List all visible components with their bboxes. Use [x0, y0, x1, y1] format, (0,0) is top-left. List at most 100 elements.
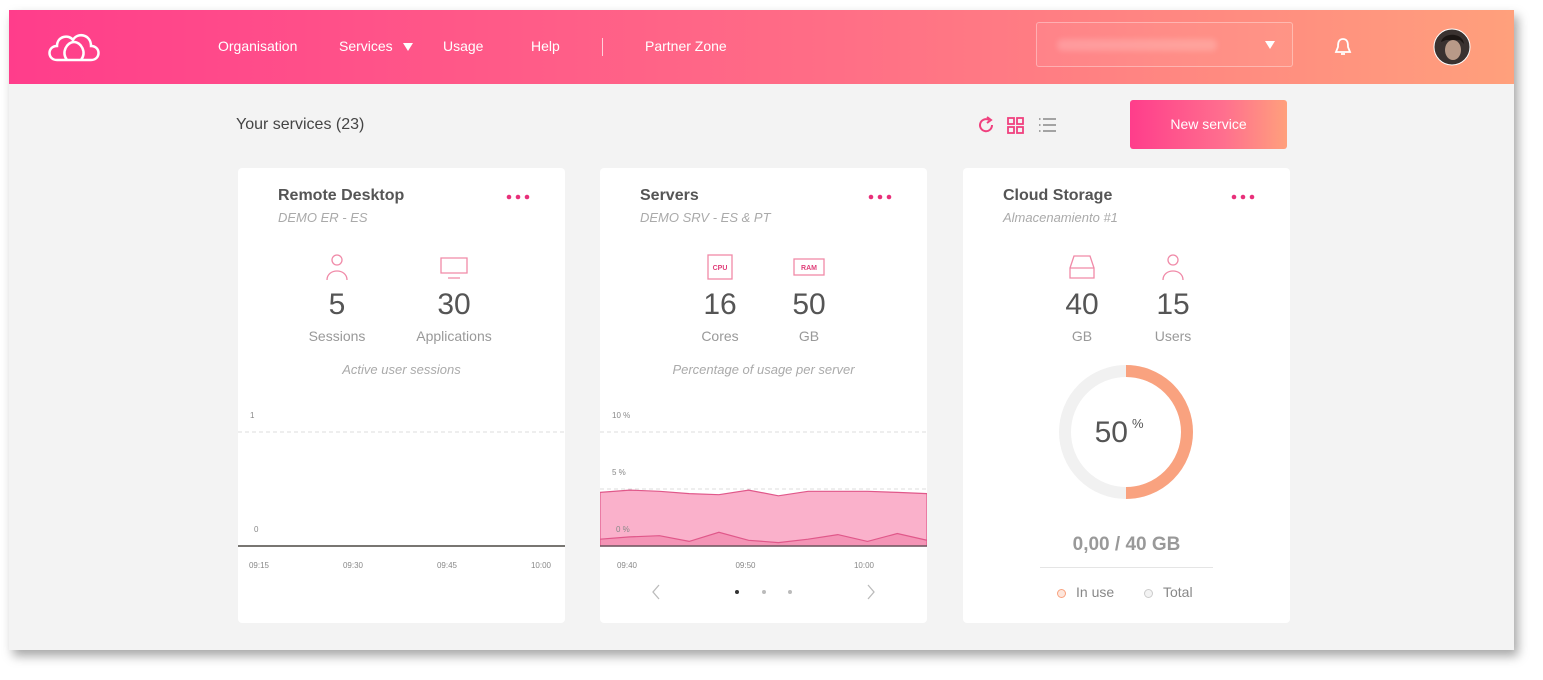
more-button[interactable]	[1231, 193, 1255, 201]
list-view-button[interactable]	[1039, 118, 1056, 132]
stat-value: 30	[437, 288, 471, 321]
storage-usage: 0,00 / 40 GB	[1072, 534, 1181, 555]
dot	[1240, 194, 1246, 200]
stat-label: Sessions	[308, 328, 366, 344]
app-window: Organisation Services Usage Help Partner…	[9, 10, 1514, 650]
pagination	[652, 584, 875, 600]
legend-swatch	[1144, 589, 1153, 598]
dot	[886, 194, 892, 200]
dropdown-caret	[403, 43, 413, 51]
card-subtitle: Almacenamiento #1	[1003, 210, 1118, 225]
blurred-text	[1057, 39, 1217, 51]
x-tick-label: 10:00	[531, 561, 552, 570]
stat-icon	[1069, 255, 1095, 279]
stat-label: GB	[798, 328, 820, 344]
new-service-button[interactable]: New service	[1130, 100, 1287, 149]
service-card: Cloud Storage Almacenamiento #1 40 GB 15 User…	[963, 168, 1290, 623]
dot	[524, 194, 530, 200]
header: Organisation Services Usage Help Partner…	[9, 10, 1514, 84]
card-subtitle: DEMO ER - ES	[278, 210, 368, 225]
page-dot[interactable]	[788, 590, 792, 594]
nav-link[interactable]: Services	[339, 38, 393, 54]
divider	[1040, 567, 1213, 568]
usage-chart: 10 % 5 % 0 % 09:40 09:50 10:00	[600, 411, 927, 570]
view-controls	[979, 116, 1056, 134]
account-select[interactable]	[1036, 22, 1293, 67]
grid-view-button[interactable]	[1007, 117, 1024, 134]
usage-chart: 1 0 09:15 09:30 09:45 10:00	[238, 411, 565, 570]
donut-arc	[1125, 365, 1193, 499]
legend-label: In use	[1076, 584, 1115, 600]
stat-value: 16	[703, 288, 737, 321]
chip	[707, 254, 733, 280]
legend-swatch	[1057, 589, 1066, 598]
y-tick-label: 0	[254, 525, 259, 534]
y-tick-label: 1	[250, 411, 255, 420]
prev-button[interactable]	[652, 584, 660, 600]
dropdown-caret	[1265, 41, 1275, 49]
monitor	[440, 257, 468, 279]
chart-caption: Active user sessions	[342, 362, 461, 377]
drive	[1069, 255, 1095, 279]
x-tick-label: 09:40	[617, 561, 638, 570]
service-card: Servers DEMO SRV - ES & PT CPU 16 Cores RAM 50…	[600, 168, 927, 623]
more-button[interactable]	[868, 193, 892, 201]
nav-link[interactable]: Help	[531, 38, 560, 54]
stat-label: GB	[1071, 328, 1093, 344]
nav-link[interactable]: Usage	[443, 38, 484, 54]
next-button[interactable]	[867, 584, 875, 600]
usage-area	[600, 489, 927, 547]
stat-icon	[326, 254, 348, 281]
x-tick-label: 09:45	[437, 561, 458, 570]
user-head	[331, 254, 343, 266]
card-title: Remote Desktop	[278, 187, 405, 204]
storage-donut: 50%	[1059, 365, 1193, 499]
stat-label: Cores	[701, 328, 739, 344]
chip-label: RAM	[801, 265, 817, 272]
stat-icon: CPU	[707, 254, 733, 280]
dot	[1249, 194, 1255, 200]
page-dot[interactable]	[762, 590, 766, 594]
avatar[interactable]	[1433, 28, 1471, 66]
nav-link[interactable]: Organisation	[218, 38, 298, 54]
stat-label: Applications	[416, 328, 492, 344]
chip	[793, 258, 825, 276]
more-button[interactable]	[506, 193, 530, 201]
card-title: Cloud Storage	[1003, 187, 1113, 204]
card-subtitle: DEMO SRV - ES & PT	[640, 210, 771, 225]
services-title: Your services (23)	[236, 116, 365, 133]
stat-icon	[440, 257, 468, 279]
stat-icon	[1162, 254, 1184, 281]
y-tick-label: 10 %	[612, 411, 630, 420]
x-tick-label: 10:00	[854, 561, 875, 570]
separator	[602, 38, 603, 56]
chip-label: CPU	[713, 265, 728, 272]
stat-value: 50	[792, 288, 826, 321]
legend-label: Total	[1163, 584, 1193, 600]
stat-value: 15	[1156, 288, 1190, 321]
donut-value: 50	[1095, 416, 1128, 449]
dot	[1231, 194, 1237, 200]
y-tick-label: 0 %	[616, 525, 630, 534]
notifications[interactable]	[1334, 37, 1352, 57]
x-tick-label: 09:30	[343, 561, 364, 570]
page-dot[interactable]	[735, 590, 739, 594]
x-tick-label: 09:15	[249, 561, 270, 570]
user-head	[1167, 254, 1179, 266]
x-tick-label: 09:50	[735, 561, 756, 570]
user-body	[326, 270, 348, 281]
dot	[515, 194, 521, 200]
dot	[506, 194, 512, 200]
refresh-button[interactable]	[979, 116, 994, 133]
service-card: Remote Desktop DEMO ER - ES 5 Sessions 30 App…	[238, 168, 565, 623]
stat-value: 40	[1065, 288, 1099, 321]
usage-area	[600, 531, 927, 547]
card-title: Servers	[640, 187, 699, 204]
y-tick-label: 5 %	[612, 468, 626, 477]
nav-link[interactable]: Partner Zone	[645, 38, 727, 54]
dot	[868, 194, 874, 200]
stat-value: 5	[328, 288, 346, 321]
logo[interactable]	[45, 30, 103, 64]
stat-label: Users	[1154, 328, 1192, 344]
